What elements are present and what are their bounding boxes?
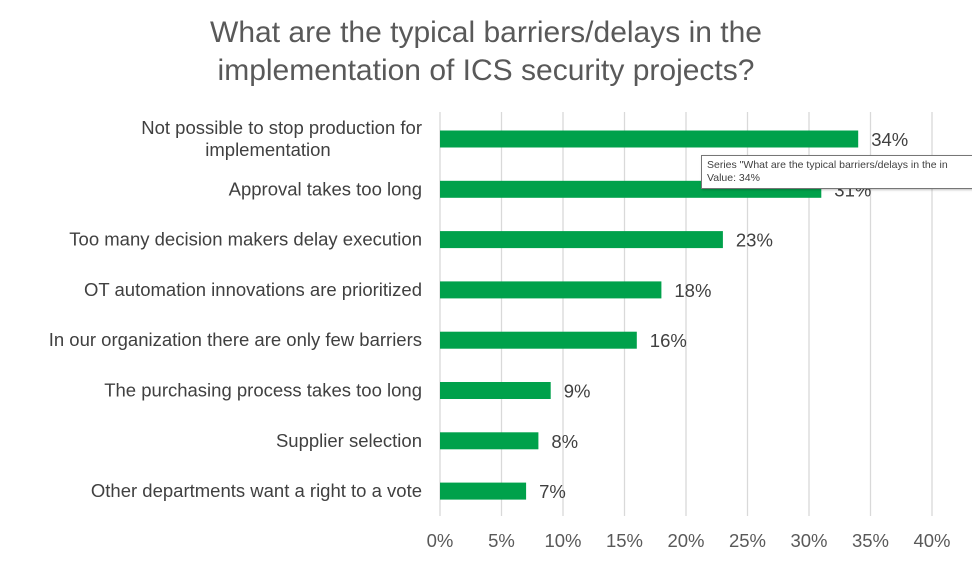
data-label-4: 18% xyxy=(674,280,711,301)
bar-1 xyxy=(440,130,859,148)
data-label-7: 8% xyxy=(551,431,578,452)
category-label-1-line-2: implementation xyxy=(205,139,330,160)
data-label-3: 23% xyxy=(736,230,773,251)
category-label-8: Other departments want a right to a vote xyxy=(91,480,422,501)
chart-tooltip: Series "What are the typical barriers/de… xyxy=(701,155,972,189)
tooltip-series-text: Series "What are the typical barriers/de… xyxy=(707,159,948,171)
bar-5 xyxy=(440,331,637,349)
category-label-4: OT automation innovations are prioritize… xyxy=(84,279,422,300)
category-label-6-line-1: The purchasing process takes too long xyxy=(104,380,422,401)
bar-7 xyxy=(440,432,539,450)
chart-title-line-2: implementation of ICS security projects? xyxy=(217,54,755,87)
x-tick-label-10: 10% xyxy=(544,530,581,551)
data-label-8: 7% xyxy=(539,481,566,502)
bar-8 xyxy=(440,482,527,500)
x-tick-label-25: 25% xyxy=(729,530,766,551)
chart-title-line-1: What are the typical barriers/delays in … xyxy=(210,16,762,49)
data-label-5: 16% xyxy=(650,330,687,351)
x-tick-label-20: 20% xyxy=(667,530,704,551)
tooltip-value-text: Value: 34% xyxy=(707,172,760,184)
x-tick-label-35: 35% xyxy=(852,530,889,551)
category-label-7-line-1: Supplier selection xyxy=(276,430,422,451)
category-label-1: Not possible to stop production for imple… xyxy=(141,117,422,160)
category-label-1-line-1: Not possible to stop production for xyxy=(141,117,422,138)
bar-6 xyxy=(440,382,551,399)
data-label-6: 9% xyxy=(564,381,591,402)
chart-title: What are the typical barriers/delays in … xyxy=(0,14,972,90)
category-label-2: Approval takes too long xyxy=(229,178,422,199)
category-label-6: The purchasing process takes too long xyxy=(104,380,422,401)
category-label-5: In our organization there are only few b… xyxy=(49,329,422,350)
category-label-5-line-1: In our organization there are only few b… xyxy=(49,329,422,350)
category-label-8-line-1: Other departments want a right to a vote xyxy=(91,480,422,501)
category-label-7: Supplier selection xyxy=(276,430,422,451)
x-tick-label-30: 30% xyxy=(790,530,827,551)
category-label-4-line-1: OT automation innovations are prioritize… xyxy=(84,279,422,300)
x-tick-label-40: 40% xyxy=(913,530,950,551)
x-tick-label-0: 0% xyxy=(427,530,454,551)
category-label-3-line-1: Too many decision makers delay execution xyxy=(69,229,422,250)
bar-4 xyxy=(440,281,662,299)
x-tick-label-5: 5% xyxy=(488,530,515,551)
category-label-2-line-1: Approval takes too long xyxy=(229,178,422,199)
bar-3 xyxy=(440,231,723,249)
category-labels: Not possible to stop production for imple… xyxy=(49,117,422,501)
data-label-1: 34% xyxy=(871,129,908,150)
x-axis-ticks: 0% 5% 10% 15% 20% 25% 30% 35% 40% xyxy=(427,530,951,551)
category-label-3: Too many decision makers delay execution xyxy=(69,229,422,250)
x-tick-label-15: 15% xyxy=(606,530,643,551)
